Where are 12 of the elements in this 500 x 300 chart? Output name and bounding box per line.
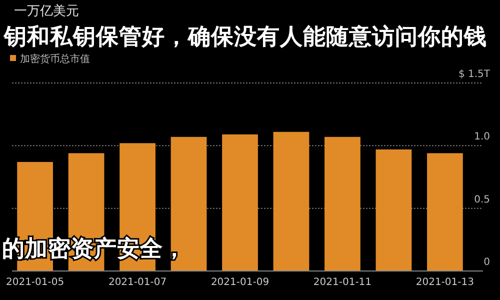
y-tick-label: 0 bbox=[484, 257, 490, 268]
x-tick-label: 2021-01-05 bbox=[6, 277, 64, 288]
x-tick-label: 2021-01-07 bbox=[108, 277, 167, 288]
x-tick-label: 2021-01-13 bbox=[416, 277, 474, 288]
chart-title: 一万亿美元 bbox=[14, 3, 79, 19]
x-tick-label: 2021-01-11 bbox=[313, 277, 372, 288]
y-tick-label: 0.5 bbox=[474, 194, 490, 206]
y-tick-label: 1.0 bbox=[474, 132, 490, 143]
x-tick-label: 2021-01-09 bbox=[210, 277, 270, 288]
text: 钥和私钥保管好，确保没有人能随意访问你的钱 bbox=[3, 23, 487, 50]
legend-label: 加密货币总市值 bbox=[20, 53, 90, 65]
y-tick-label: $ 1.5T bbox=[458, 69, 491, 80]
